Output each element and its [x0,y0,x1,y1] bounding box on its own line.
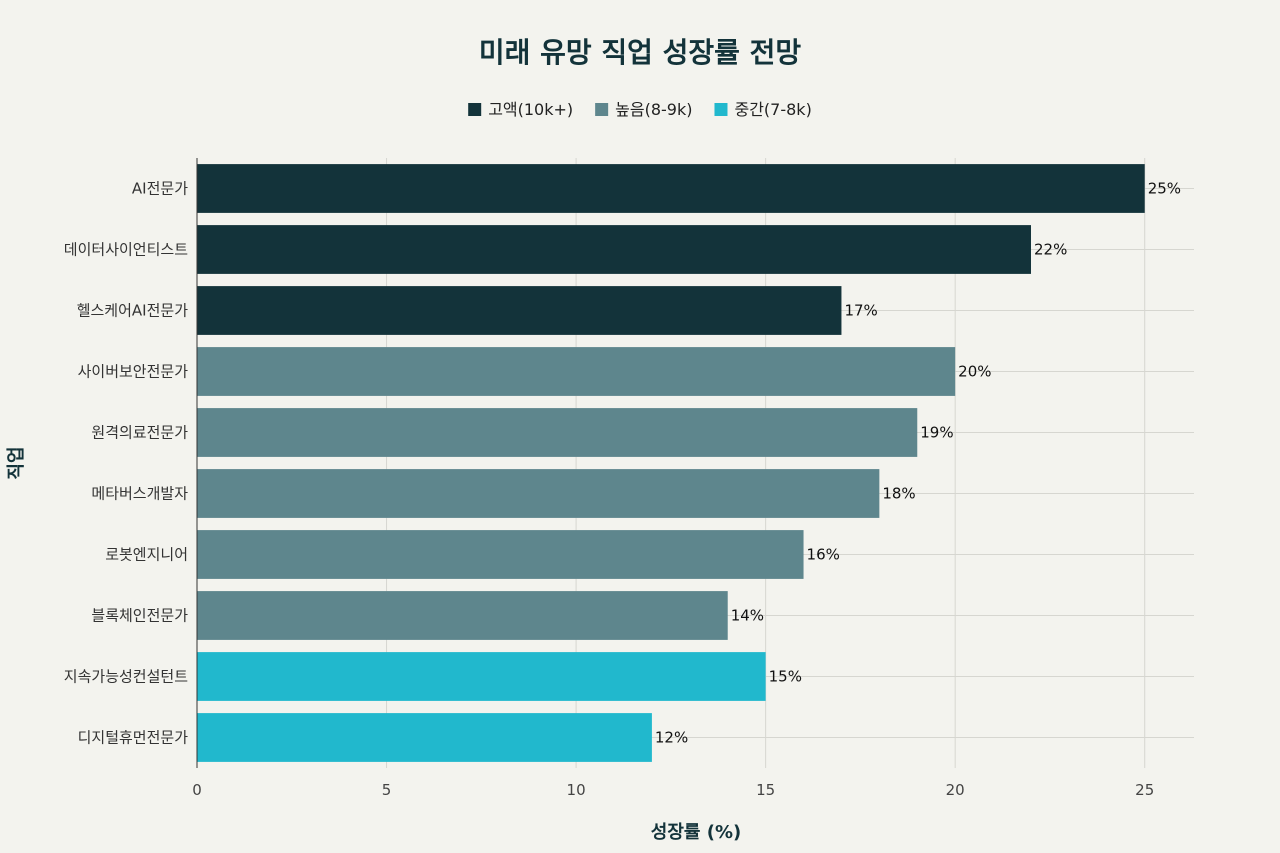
bars: 25% 22% 17% 20% 19% 18% 16% 14% 15% 12% [197,164,1181,762]
bar-value-label: 22% [1034,241,1067,259]
x-tick-label: 20 [946,781,965,799]
x-tick-label: 10 [567,781,586,799]
legend-label: 높음(8-9k) [615,100,692,119]
y-tick-label: 지속가능성컨설턴트 [64,668,188,686]
legend-swatch [714,103,728,116]
legend-swatch [468,103,482,116]
bar-value-label: 12% [655,729,688,747]
bar-value-label: 16% [807,546,840,564]
x-tick-label: 25 [1135,781,1154,799]
y-tick-label: 메타버스개발자 [91,485,188,503]
bar [197,225,1031,274]
y-axis-ticks: AI전문가데이터사이언티스트헬스케어AI전문가사이버보안전문가원격의료전문가메타… [64,180,188,747]
x-tick-label: 5 [382,781,392,799]
x-tick-label: 0 [192,781,202,799]
y-tick-label: 헬스케어AI전문가 [77,302,188,320]
bar [197,713,652,762]
bar-value-label: 15% [769,668,802,686]
legend-item: 고액(10k+) [468,100,573,119]
legend-label: 고액(10k+) [488,100,573,119]
y-tick-label: 데이터사이언티스트 [64,241,188,259]
bar [197,347,956,396]
bar-value-label: 20% [958,363,991,381]
bar-value-label: 14% [731,607,764,625]
y-tick-label: 원격의료전문가 [91,424,188,442]
legend: 고액(10k+) 높음(8-9k) 중간(7-8k) [468,100,812,119]
x-axis-ticks: 0 5 10 15 20 25 [192,781,1154,799]
chart-title: 미래 유망 직업 성장률 전망 [479,36,802,69]
legend-swatch [595,103,609,116]
bar [197,469,880,518]
y-tick-label: 사이버보안전문가 [78,363,189,381]
y-axis-title: 직업 [6,446,27,479]
bar-value-label: 17% [844,302,877,320]
y-tick-label: 디지털휴먼전문가 [78,729,189,747]
legend-item: 높음(8-9k) [595,100,692,119]
x-tick-label: 15 [756,781,775,799]
bar [197,164,1145,213]
legend-label: 중간(7-8k) [734,100,811,119]
y-tick-label: 로봇엔지니어 [105,546,188,564]
bar [197,591,728,640]
bar [197,530,804,579]
x-axis-title: 성장률 (%) [651,822,741,843]
bar [197,652,766,701]
bar [197,286,842,335]
bar-value-label: 18% [882,485,915,503]
y-tick-label: AI전문가 [132,180,188,198]
y-tick-label: 블록체인전문가 [91,607,188,625]
legend-item: 중간(7-8k) [714,100,812,119]
bar [197,408,918,457]
bar-value-label: 25% [1148,180,1181,198]
bar-value-label: 19% [920,424,953,442]
